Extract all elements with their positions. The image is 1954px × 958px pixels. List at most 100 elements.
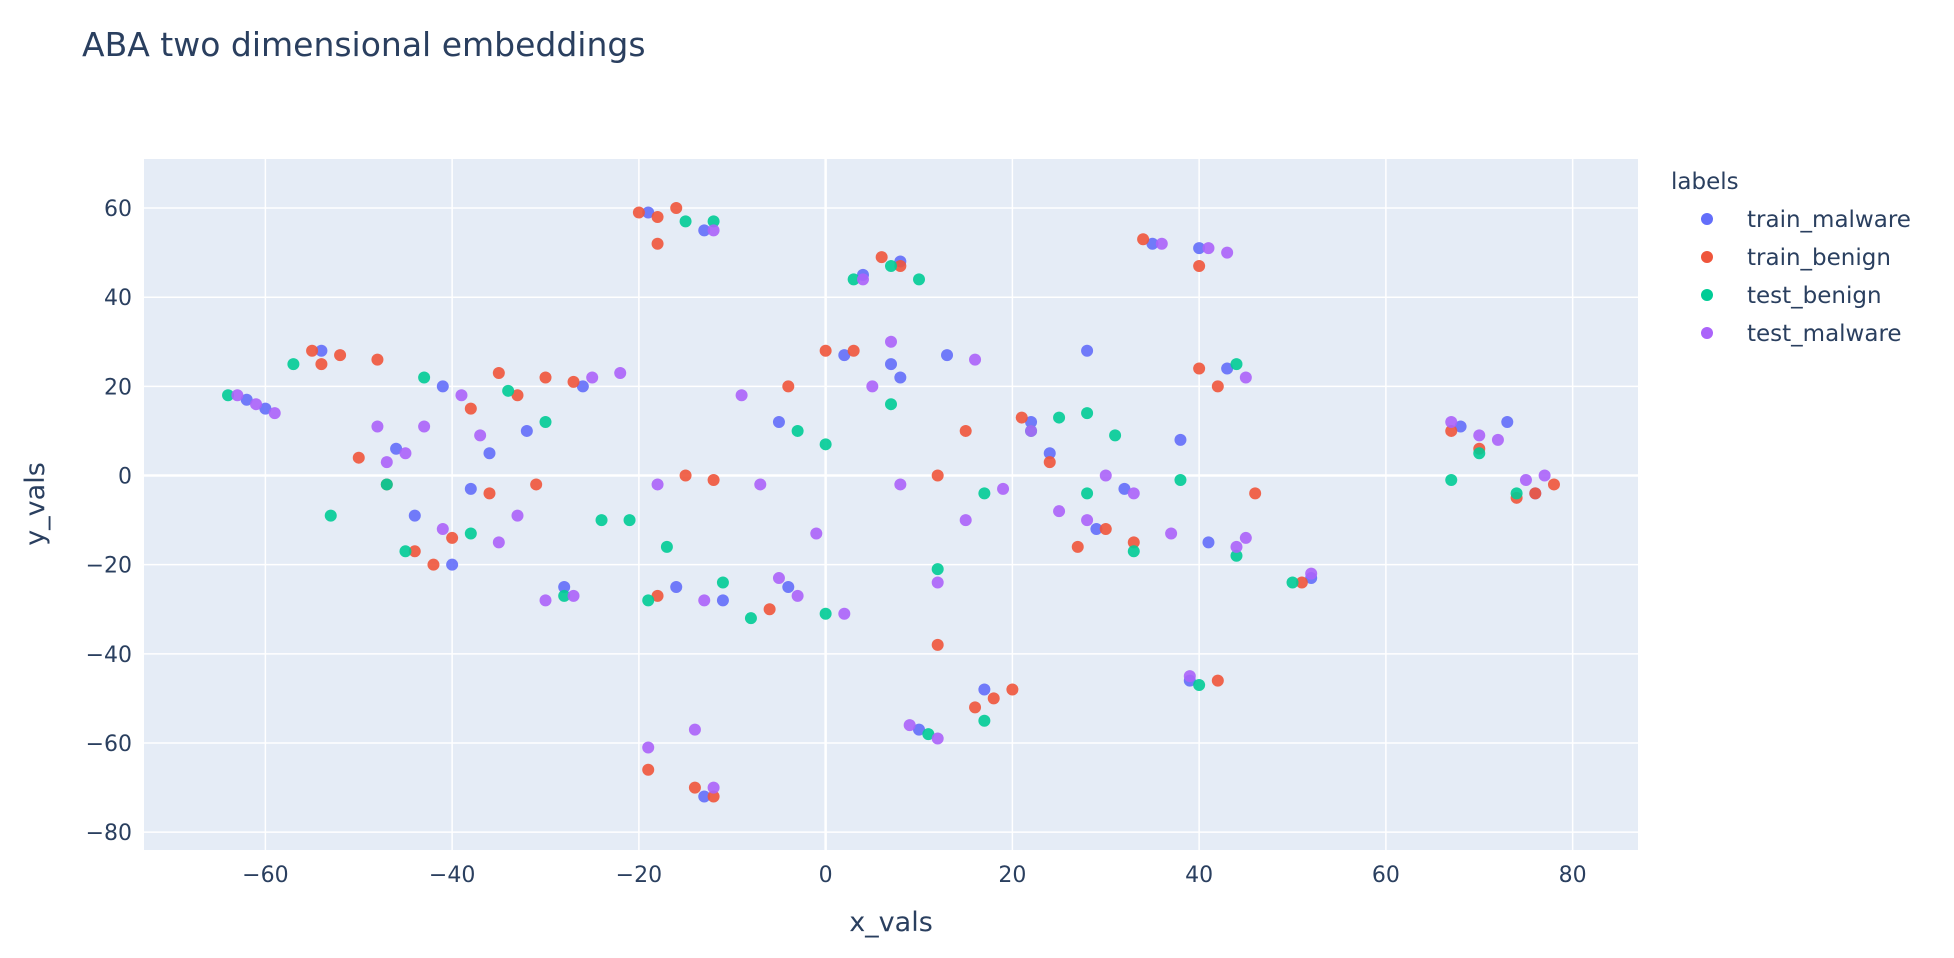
data-point	[885, 358, 897, 371]
data-point	[614, 366, 627, 379]
data-point	[464, 482, 477, 495]
x-tick-labels: −60 −40 −20 0 20 40 60 80	[242, 863, 1586, 888]
chart-title: ABA two dimensional embeddings	[82, 25, 646, 64]
data-point	[1043, 456, 1056, 469]
data-point	[1547, 478, 1560, 491]
data-point	[922, 728, 935, 741]
series-test_benign	[222, 215, 1523, 741]
legend-label: train_malware	[1747, 207, 1911, 233]
data-point	[511, 509, 524, 522]
data-point	[324, 509, 337, 522]
data-point	[716, 576, 729, 589]
data-point	[1239, 371, 1252, 384]
data-point	[436, 380, 449, 393]
legend-marker	[1701, 289, 1713, 301]
x-tick-label: 40	[1185, 863, 1213, 888]
data-point	[698, 790, 711, 803]
data-point	[1538, 469, 1551, 482]
data-point	[1127, 536, 1140, 549]
data-point	[1295, 576, 1308, 589]
data-point	[1491, 433, 1504, 446]
data-point	[1193, 362, 1206, 375]
data-point	[913, 723, 926, 736]
data-point	[810, 527, 823, 540]
x-tick-label: 80	[1559, 863, 1587, 888]
data-point	[744, 612, 757, 625]
data-point	[567, 589, 580, 602]
data-point	[231, 389, 244, 402]
data-point	[483, 447, 496, 460]
data-point	[306, 344, 319, 357]
x-tick-label: −40	[429, 863, 475, 888]
data-point	[558, 589, 571, 602]
data-point	[642, 206, 655, 219]
data-point	[838, 349, 851, 362]
data-point	[576, 380, 589, 393]
legend-label: test_benign	[1747, 283, 1882, 309]
data-point	[903, 719, 916, 732]
legend-label: test_malware	[1747, 321, 1902, 347]
data-point	[931, 576, 944, 589]
x-tick-label: −60	[242, 863, 288, 888]
data-point	[380, 456, 393, 469]
data-point	[707, 781, 720, 794]
data-point	[1137, 233, 1150, 246]
data-point	[987, 692, 1000, 705]
data-point	[539, 594, 552, 607]
data-point	[1183, 670, 1196, 683]
data-point	[819, 607, 832, 620]
data-point	[651, 478, 664, 491]
data-point	[558, 580, 571, 593]
data-point	[1015, 411, 1028, 424]
series-train_malware	[240, 206, 1542, 803]
data-point	[1249, 487, 1262, 500]
data-point	[511, 389, 524, 402]
data-point	[1230, 540, 1243, 553]
data-point	[399, 545, 412, 558]
data-point	[1025, 416, 1038, 429]
data-point	[1202, 536, 1215, 549]
data-point	[688, 781, 701, 794]
data-point	[651, 210, 664, 223]
data-point	[352, 451, 365, 464]
data-point	[642, 741, 655, 754]
data-point	[885, 259, 897, 272]
data-point	[894, 371, 907, 384]
data-point	[474, 429, 487, 442]
data-point	[978, 487, 991, 500]
data-point	[455, 389, 468, 402]
data-point	[418, 371, 431, 384]
data-point	[651, 589, 664, 602]
data-point	[446, 531, 459, 544]
data-point	[1221, 362, 1234, 375]
data-point	[1146, 237, 1159, 250]
data-point	[1445, 416, 1458, 429]
data-point	[250, 398, 263, 411]
data-point	[1099, 469, 1112, 482]
data-point	[1174, 433, 1187, 446]
data-point	[754, 478, 767, 491]
data-point	[1043, 447, 1056, 460]
data-point	[240, 393, 253, 406]
data-point	[847, 273, 860, 286]
data-point	[1529, 487, 1542, 500]
data-point	[427, 558, 440, 571]
data-point	[978, 683, 991, 696]
data-point	[1053, 505, 1066, 518]
data-point	[1090, 523, 1103, 536]
data-point	[716, 594, 729, 607]
data-point	[1118, 482, 1131, 495]
data-point	[1081, 514, 1094, 527]
legend-marker	[1701, 327, 1713, 339]
data-point	[791, 589, 804, 602]
data-point	[595, 514, 608, 527]
data-point	[1174, 473, 1187, 486]
data-point	[1445, 473, 1458, 486]
data-point	[651, 237, 664, 250]
data-point	[875, 251, 888, 264]
data-point	[913, 273, 926, 286]
data-point	[847, 344, 860, 357]
data-points	[222, 202, 1560, 803]
data-point	[838, 607, 851, 620]
data-point	[885, 398, 897, 411]
